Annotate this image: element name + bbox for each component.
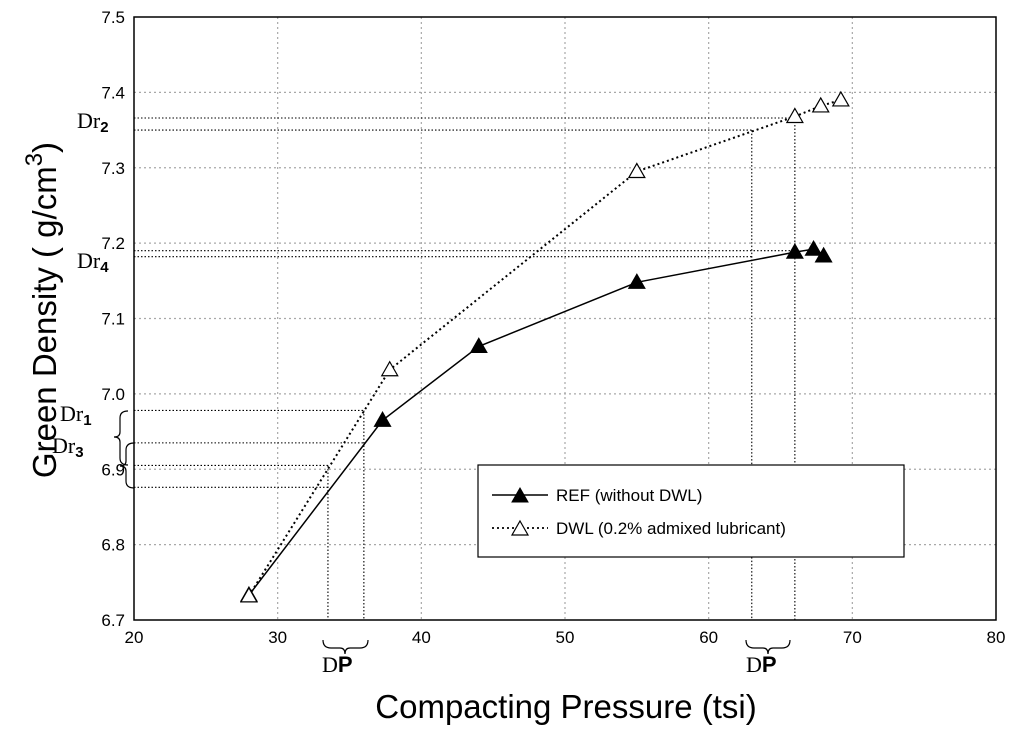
y-axis-label-main: Green Density ( g/cm	[26, 166, 63, 478]
y-tick-labels: 6.7 6.8 6.9 7.0 7.1 7.2 7.3 7.4 7.5	[101, 8, 125, 630]
dp-left-label: DP	[322, 652, 353, 677]
reference-lines	[134, 117, 796, 620]
y-tick-label: 6.8	[101, 536, 125, 555]
data-point-ref	[814, 246, 833, 263]
annotations: Dr2 Dr4 Dr1 Dr3 DP DP	[52, 108, 791, 677]
dp-right-label: DP	[746, 652, 777, 677]
legend-box	[477, 464, 905, 558]
plot-frame	[133, 16, 997, 621]
y-axis-label-close: )	[26, 142, 63, 153]
legend-ref-marker	[511, 486, 529, 503]
y-tick-label: 7.1	[101, 310, 125, 329]
series-layer	[239, 90, 850, 603]
dr4-label: Dr4	[77, 248, 109, 276]
data-point-dwl	[239, 586, 258, 603]
y-tick-label: 7.4	[101, 83, 125, 102]
y-axis-label-sup: 3	[21, 153, 48, 166]
data-point-ref	[785, 242, 804, 259]
x-tick-label: 40	[412, 628, 431, 647]
y-tick-label: 7.0	[101, 385, 125, 404]
x-tick-label: 70	[843, 628, 862, 647]
x-tick-label: 80	[987, 628, 1006, 647]
x-tick-label: 20	[125, 628, 144, 647]
legend-ref-label: REF (without DWL)	[556, 486, 702, 505]
dr1-label: Dr1	[60, 401, 92, 429]
legend: REF (without DWL) DWL (0.2% admixed lubr…	[477, 464, 905, 558]
legend-dwl-label: DWL (0.2% admixed lubricant)	[556, 519, 786, 538]
y-tick-label: 7.5	[101, 8, 125, 27]
data-point-ref	[804, 239, 823, 256]
data-point-ref	[373, 411, 392, 427]
y-tick-label: 7.3	[101, 159, 125, 178]
dr2-label: Dr2	[77, 108, 109, 136]
data-point-dwl	[811, 96, 830, 113]
x-tick-label: 50	[556, 628, 575, 647]
dr1-brace	[113, 410, 129, 466]
dp-left-brace	[322, 639, 369, 655]
y-axis-label: Green Density ( g/cm3)	[21, 142, 63, 478]
data-point-dwl	[627, 162, 646, 179]
x-tick-label: 30	[268, 628, 287, 647]
y-tick-label: 6.7	[101, 611, 125, 630]
data-point-ref	[627, 273, 646, 289]
x-tick-labels: 20 30 40 50 60 70 80	[125, 628, 1006, 647]
data-point-ref	[469, 337, 488, 353]
dp-right-brace	[745, 639, 791, 655]
data-point-dwl	[785, 107, 804, 124]
dr3-label: Dr3	[52, 433, 84, 461]
y-tick-label: 6.9	[101, 460, 125, 479]
x-axis-label: Compacting Pressure (tsi)	[375, 688, 756, 725]
data-point-dwl	[380, 360, 399, 377]
legend-dwl-marker	[510, 519, 530, 536]
dr3-brace	[119, 442, 135, 489]
x-tick-label: 60	[699, 628, 718, 647]
data-point-dwl	[831, 90, 850, 107]
y-tick-label: 7.2	[101, 234, 125, 253]
